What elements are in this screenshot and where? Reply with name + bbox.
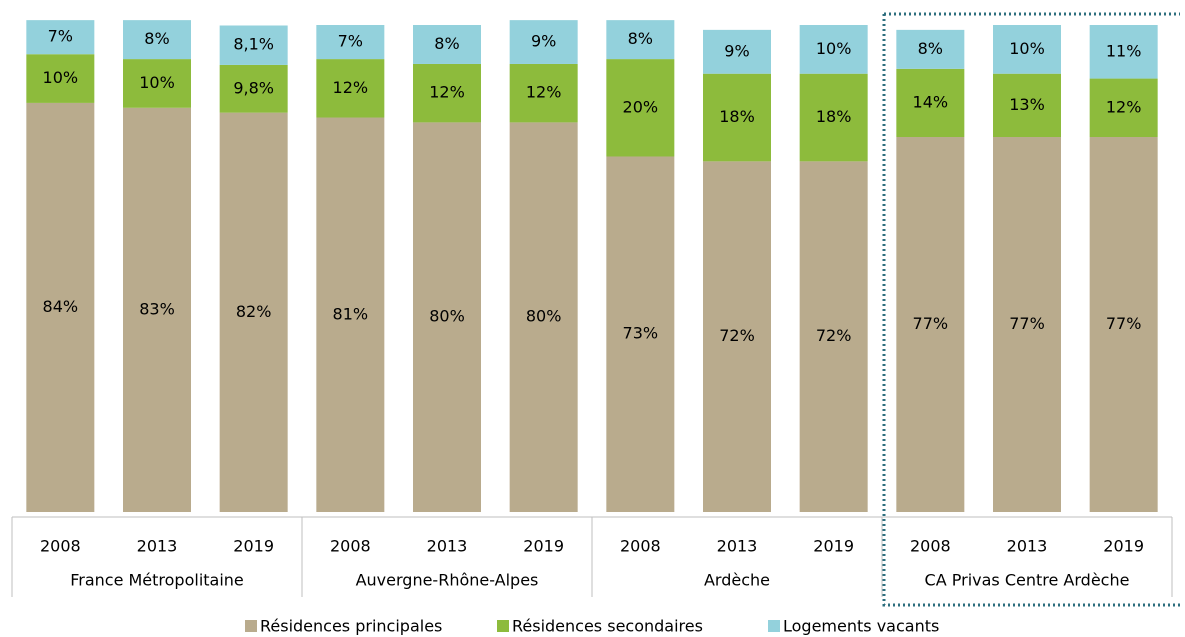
bar-segment [703, 73, 771, 162]
bar-segment [316, 59, 385, 118]
x-tick-label: 2008 [620, 537, 661, 556]
value-label: 77% [913, 314, 949, 333]
bar-segment [896, 68, 965, 138]
bar-segment [26, 102, 95, 513]
value-label: 20% [623, 97, 659, 116]
bar-segment [993, 73, 1061, 138]
value-label: 72% [816, 326, 852, 345]
x-tick-label: 2013 [427, 537, 468, 556]
value-label: 10% [139, 73, 175, 92]
bar-segment [219, 112, 288, 512]
x-tick-label: 2019 [523, 537, 564, 556]
bar-segment [993, 137, 1061, 512]
value-label: 9% [724, 41, 749, 60]
group-label: France Métropolitaine [70, 571, 244, 590]
value-label: 10% [816, 39, 852, 58]
bar-segment [703, 29, 771, 74]
bar-segment [896, 29, 965, 69]
value-label: 80% [526, 307, 562, 326]
value-label: 7% [338, 32, 363, 51]
x-tick-label: 2008 [330, 537, 371, 556]
legend-swatch [497, 620, 509, 632]
bar-segment [219, 64, 288, 113]
x-tick-label: 2008 [910, 537, 951, 556]
legend-swatch [245, 620, 257, 632]
bar-segment [606, 156, 675, 513]
group-label: Auvergne-Rhône-Alpes [356, 571, 539, 590]
value-label: 77% [1009, 314, 1045, 333]
value-label: 73% [623, 324, 659, 343]
bar-segment [799, 73, 868, 162]
bar-segment [606, 20, 675, 60]
group-label: CA Privas Centre Ardèche [925, 571, 1130, 590]
x-tick-label: 2013 [137, 537, 178, 556]
bar-segment [1089, 25, 1158, 79]
bar-segment [316, 25, 385, 60]
value-label: 10% [43, 68, 79, 87]
value-label: 8% [144, 29, 169, 48]
bar-segment [26, 20, 95, 55]
value-label: 9,8% [233, 78, 274, 97]
value-label: 82% [236, 302, 272, 321]
bar-segment [993, 25, 1061, 74]
bar-segment [509, 122, 578, 513]
bar-segment [123, 20, 191, 60]
value-label: 12% [526, 83, 562, 102]
value-label: 13% [1009, 95, 1045, 114]
bar-segment [703, 161, 771, 513]
value-label: 18% [719, 107, 755, 126]
value-label: 8,1% [233, 35, 274, 54]
value-label: 77% [1106, 314, 1142, 333]
value-label: 7% [48, 27, 73, 46]
value-label: 12% [1106, 97, 1142, 116]
bar-segment [1089, 137, 1158, 512]
bar-segment [509, 63, 578, 123]
x-tick-label: 2019 [1103, 537, 1144, 556]
value-label: 11% [1106, 41, 1142, 60]
x-tick-label: 2019 [813, 537, 854, 556]
legend-label: Résidences secondaires [512, 617, 703, 636]
bar-segment [1089, 78, 1158, 138]
bar-segment [316, 117, 385, 512]
bar-segment [123, 107, 191, 512]
bar-segment [606, 59, 675, 157]
bar-segment [123, 59, 191, 108]
legend-label: Résidences principales [260, 617, 442, 636]
value-label: 80% [429, 307, 465, 326]
value-label: 12% [429, 83, 465, 102]
legend-swatch [768, 620, 780, 632]
x-tick-label: 2013 [1007, 537, 1048, 556]
value-label: 81% [333, 304, 369, 323]
x-tick-label: 2019 [233, 537, 274, 556]
value-label: 18% [816, 107, 852, 126]
x-tick-label: 2008 [40, 537, 81, 556]
value-label: 72% [719, 326, 755, 345]
value-label: 14% [913, 92, 949, 111]
bar-segment [413, 122, 481, 513]
highlight-box [882, 12, 1180, 607]
bar-segment [413, 63, 481, 123]
legend-label: Logements vacants [783, 617, 939, 636]
bar-segment [26, 54, 95, 103]
bar-segment [219, 25, 288, 65]
value-label: 84% [43, 297, 79, 316]
value-label: 12% [333, 78, 369, 97]
x-tick-label: 2013 [717, 537, 758, 556]
bar-segment [799, 161, 868, 513]
value-label: 9% [531, 32, 556, 51]
bar-segment [799, 25, 868, 74]
value-label: 8% [434, 34, 459, 53]
value-label: 10% [1009, 39, 1045, 58]
value-label: 8% [628, 29, 653, 48]
bar-segment [509, 20, 578, 64]
value-label: 8% [918, 39, 943, 58]
value-label: 83% [139, 299, 175, 318]
group-label: Ardèche [704, 571, 770, 590]
bar-segment [413, 25, 481, 64]
bar-segment [896, 137, 965, 512]
